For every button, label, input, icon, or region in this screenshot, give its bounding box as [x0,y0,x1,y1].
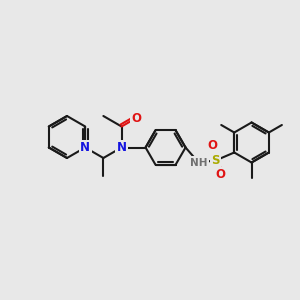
Text: N: N [80,141,90,154]
Text: O: O [131,112,141,124]
Text: S: S [211,154,220,167]
Text: O: O [208,139,218,152]
Text: N: N [117,141,127,154]
Text: O: O [216,168,226,181]
Text: NH: NH [190,158,207,167]
